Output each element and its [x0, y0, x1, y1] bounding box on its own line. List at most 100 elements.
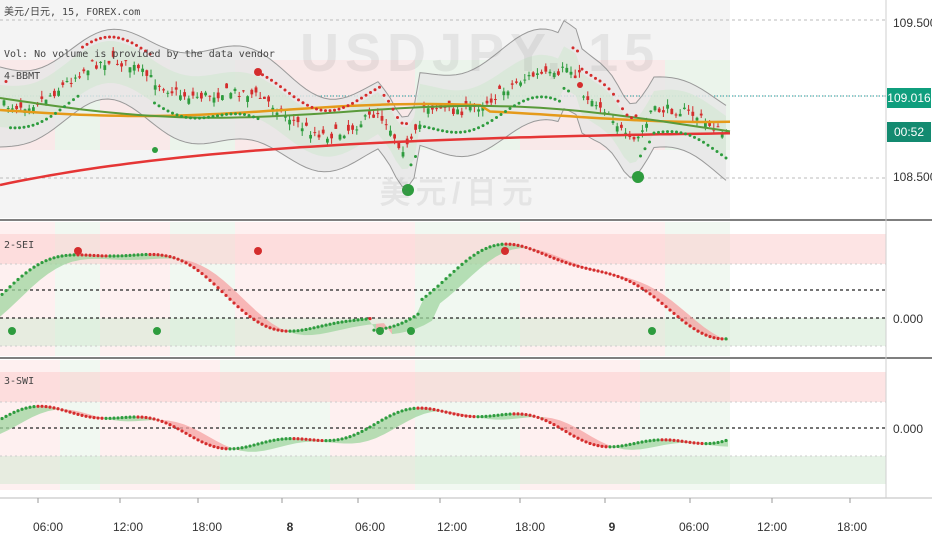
swi-dot: [660, 438, 664, 442]
swi-dot: [600, 444, 604, 448]
sei-dot: [312, 326, 316, 330]
trailing-stop-dot: [684, 132, 687, 136]
swi-dot: [220, 446, 224, 450]
candle-body: [695, 117, 699, 121]
trailing-stop-dot: [567, 89, 570, 93]
candle-body: [716, 126, 720, 128]
swi-dot: [512, 412, 516, 416]
candle-body: [464, 100, 468, 105]
trailing-stop-dot: [693, 135, 696, 139]
sei-dot: [544, 253, 548, 257]
sei-dot: [424, 294, 428, 298]
candle-body: [460, 111, 464, 116]
swi-dot: [112, 416, 116, 420]
candle-body: [69, 82, 73, 84]
swi-dot: [664, 438, 668, 442]
sei-dot: [100, 254, 104, 258]
sei-dot: [16, 277, 20, 282]
candle-body: [691, 111, 695, 116]
swi-dot: [620, 444, 624, 448]
swi-dot: [596, 444, 600, 448]
sei-dot: [224, 293, 228, 298]
swi-dot: [128, 415, 132, 419]
sei-dot: [316, 325, 320, 329]
swi-dot: [716, 440, 720, 445]
trailing-stop-dot: [31, 123, 35, 127]
sei-dot: [468, 256, 472, 260]
trailing-stop-dot: [40, 120, 44, 124]
candle-body: [452, 108, 455, 114]
sei-dot: [660, 301, 664, 305]
candle-body: [670, 109, 674, 115]
swi-dot: [684, 440, 688, 444]
indicator-label-sei[interactable]: 2-SEI: [4, 240, 35, 251]
trailing-stop-dot: [391, 107, 395, 111]
candle-body: [179, 95, 182, 100]
candle-body: [456, 109, 459, 115]
sei-dot: [56, 255, 60, 259]
trailing-stop-dot: [427, 126, 431, 130]
sei-cloud: [416, 297, 424, 329]
candle-body: [649, 110, 653, 113]
candle-body: [174, 87, 178, 90]
candle-body: [208, 95, 212, 97]
swi-dot: [72, 411, 76, 415]
sei-dot: [276, 328, 280, 332]
candle-body: [32, 107, 35, 113]
time-tick-label: 12:00: [756, 520, 788, 534]
sei-dot: [340, 320, 344, 324]
candle-body: [468, 106, 472, 111]
sei-dot: [428, 291, 432, 295]
trailing-stop-dot: [94, 38, 98, 42]
swi-dot: [468, 414, 472, 418]
trailing-stop-dot: [522, 99, 525, 103]
sei-dot: [144, 252, 148, 257]
swi-dot: [312, 438, 316, 442]
trailing-stop-dot: [607, 87, 611, 91]
swi-dot: [464, 414, 468, 418]
candle-body: [166, 92, 170, 94]
swi-dot: [604, 445, 608, 449]
swi-dot: [592, 443, 596, 447]
candle-body: [397, 142, 401, 149]
sei-dot: [472, 253, 476, 257]
swi-dot: [484, 414, 488, 418]
last-price-badge: 109.016: [887, 88, 931, 108]
candle-body: [170, 91, 174, 94]
sei-dot: [212, 282, 216, 286]
sei-dot: [580, 265, 584, 269]
indicator-label-bbmt[interactable]: 4-BBMT: [4, 71, 41, 82]
swi-dot: [192, 436, 196, 440]
trailing-stop-dot: [13, 126, 17, 130]
sei-dot: [288, 329, 292, 333]
candle-body: [645, 123, 648, 128]
trailing-stop-dot: [103, 35, 107, 39]
swi-dot: [456, 413, 460, 417]
candle-body: [2, 100, 6, 106]
trailing-stop-dot: [126, 39, 129, 43]
sei-dot: [488, 245, 492, 249]
sei-dot: [128, 253, 132, 257]
swi-dot: [216, 445, 220, 450]
swi-cloud: [384, 414, 392, 435]
sei-dot: [588, 267, 592, 271]
candle-body: [401, 152, 405, 157]
trailing-stop-dot: [355, 99, 359, 103]
indicator-label-swi[interactable]: 3-SWI: [4, 376, 35, 387]
sei-dot: [444, 277, 448, 281]
swi-dot: [188, 433, 192, 438]
ma-red-line: [0, 132, 731, 187]
candle-body: [237, 95, 241, 97]
sei-dot: [180, 259, 184, 263]
sei-dot: [612, 273, 616, 277]
trailing-stop-dot: [481, 124, 485, 128]
swi-dot: [556, 425, 560, 429]
swi-dot: [564, 429, 568, 434]
symbol-title[interactable]: 美元/日元, 15, FOREX.com: [4, 7, 141, 18]
trailing-stop-dot: [670, 130, 674, 134]
candle-body: [620, 124, 623, 128]
swi-dot: [560, 427, 564, 431]
swi-dot: [516, 412, 520, 416]
